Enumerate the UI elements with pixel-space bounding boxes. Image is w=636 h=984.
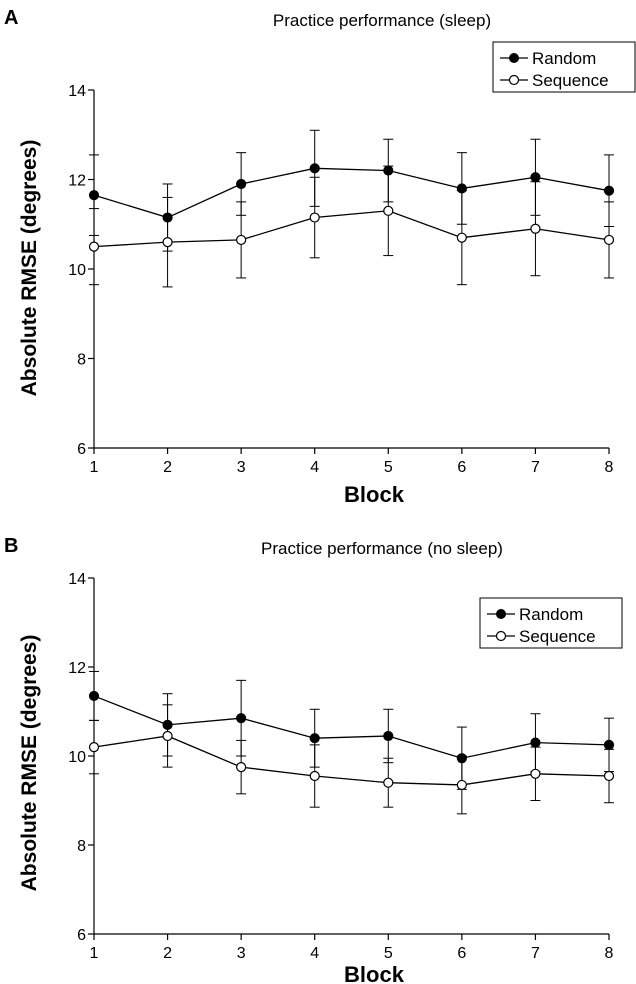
data-point-sequence [309, 770, 320, 782]
data-point-sequence [530, 223, 541, 234]
data-point-sequence [383, 205, 394, 216]
data-point-random [236, 713, 247, 724]
data-point-sequence [162, 237, 173, 248]
data-point-random [88, 190, 100, 201]
legend-marker-random [509, 53, 519, 63]
data-point-sequence [309, 212, 320, 223]
y-tick-label: 10 [68, 749, 86, 766]
legend-label-sequence: Sequence [532, 71, 609, 90]
data-point-sequence [530, 768, 541, 779]
y-tick-label: 14 [68, 571, 86, 588]
chart-title: Practice performance (sleep) [273, 11, 491, 30]
data-point-random [309, 733, 320, 744]
data-point-sequence [456, 232, 467, 243]
y-tick-label: 12 [68, 173, 86, 190]
data-point-random [456, 183, 467, 194]
y-axis-label: Absolute RMSE (degrees) [18, 635, 41, 892]
data-point-sequence [88, 741, 100, 753]
data-point-sequence [603, 234, 615, 246]
data-point-sequence [383, 777, 394, 788]
x-tick-label: 8 [605, 945, 614, 962]
panel-label: A [4, 7, 18, 29]
data-point-sequence [603, 770, 615, 782]
data-point-random [383, 730, 394, 742]
data-point-random [236, 178, 247, 190]
data-point-random [309, 163, 320, 174]
data-point-random [383, 165, 394, 176]
data-point-random [530, 172, 541, 183]
x-tick-label: 7 [531, 945, 540, 962]
x-tick-label: 2 [163, 459, 172, 476]
legend: Random Sequence [492, 41, 636, 93]
y-tick-label: 14 [68, 83, 86, 100]
x-tick-label: 6 [457, 459, 466, 476]
legend-label-sequence: Sequence [519, 627, 596, 646]
y-tick-label: 8 [77, 352, 86, 369]
data-point-sequence [88, 241, 100, 252]
x-tick-label: 1 [90, 459, 99, 476]
data-point-random [603, 739, 615, 750]
chart-title: Practice performance (no sleep) [261, 539, 503, 558]
x-tick-label: 2 [163, 945, 172, 962]
data-point-sequence [236, 234, 247, 246]
x-axis-label: Block [344, 962, 405, 984]
x-tick-label: 6 [457, 945, 466, 962]
y-tick-label: 8 [77, 838, 86, 855]
y-tick-label: 6 [77, 927, 86, 944]
data-point-random [162, 719, 173, 730]
x-tick-label: 7 [531, 459, 540, 476]
data-point-random [162, 212, 173, 223]
series-line-sequence [93, 735, 610, 786]
data-point-sequence [236, 762, 247, 773]
x-tick-label: 3 [237, 459, 246, 476]
plot-marks [88, 129, 615, 288]
x-tick-label: 8 [605, 459, 614, 476]
data-point-sequence [456, 779, 467, 791]
x-tick-label: 5 [384, 945, 393, 962]
x-axis-label: Block [344, 482, 405, 507]
panel-b: B Practice performance (no sleep) Block … [4, 535, 623, 984]
legend-label-random: Random [532, 49, 596, 68]
x-tick-label: 1 [90, 945, 99, 962]
data-point-random [88, 690, 100, 702]
x-tick-label: 3 [237, 945, 246, 962]
legend-label-random: Random [519, 605, 583, 624]
plot-marks [88, 670, 615, 815]
legend-marker-sequence [495, 630, 507, 642]
legend-marker-sequence [508, 74, 520, 86]
x-tick-label: 5 [384, 459, 393, 476]
x-tick-label: 4 [310, 945, 319, 962]
legend: Random Sequence [479, 597, 623, 649]
x-tick-label: 4 [310, 459, 319, 476]
data-point-random [456, 753, 467, 764]
data-point-random [603, 185, 615, 196]
y-tick-label: 10 [68, 262, 86, 279]
y-tick-label: 6 [77, 441, 86, 458]
data-point-sequence [162, 730, 173, 742]
panel-a: A Practice performance (sleep) Block Abs… [4, 7, 636, 507]
series-line-random [93, 695, 610, 759]
legend-marker-random [496, 609, 506, 619]
panel-label: B [4, 535, 18, 557]
series-line-random [93, 167, 610, 219]
y-axis-label: Absolute RMSE (degrees) [18, 140, 41, 397]
y-tick-label: 12 [68, 660, 86, 677]
series-line-sequence [93, 210, 610, 248]
data-point-random [530, 737, 541, 748]
